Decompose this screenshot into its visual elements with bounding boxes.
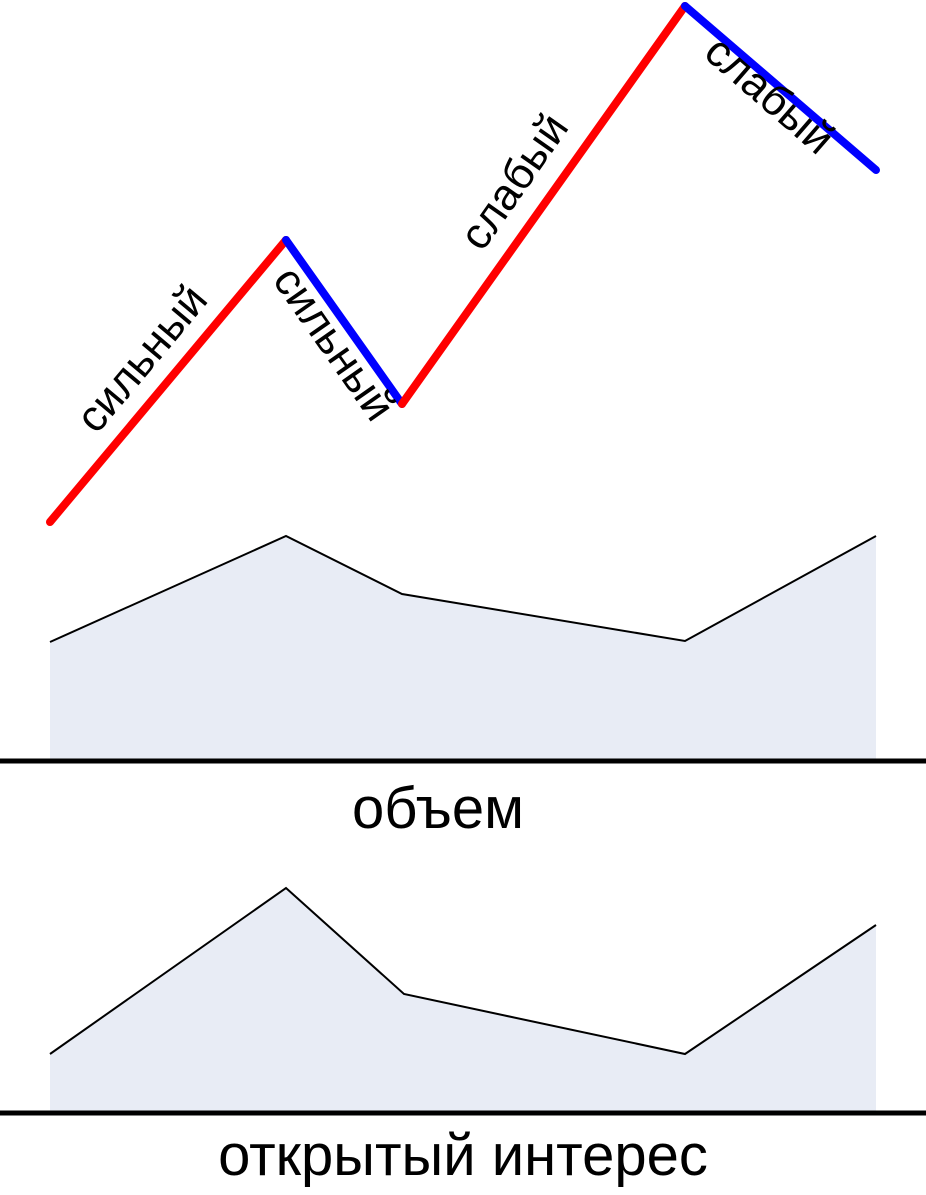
volume-panel: объем xyxy=(0,534,926,841)
segment-2-label: сильный xyxy=(263,258,404,430)
open-interest-line xyxy=(49,886,877,1056)
volume-area xyxy=(50,536,876,760)
price-zigzag xyxy=(46,2,880,526)
open-interest-panel: открытый интерес xyxy=(0,886,926,1188)
open-interest-area xyxy=(50,888,876,1113)
volume-line xyxy=(49,534,877,643)
open-interest-label: открытый интерес xyxy=(218,1123,708,1188)
segment-4-label: слабый xyxy=(695,26,843,164)
segment-2-down xyxy=(282,236,406,408)
segment-1-up xyxy=(46,236,290,526)
volume-label: объем xyxy=(352,776,524,841)
segment-3-up xyxy=(398,2,689,408)
segment-4-down xyxy=(681,2,880,174)
